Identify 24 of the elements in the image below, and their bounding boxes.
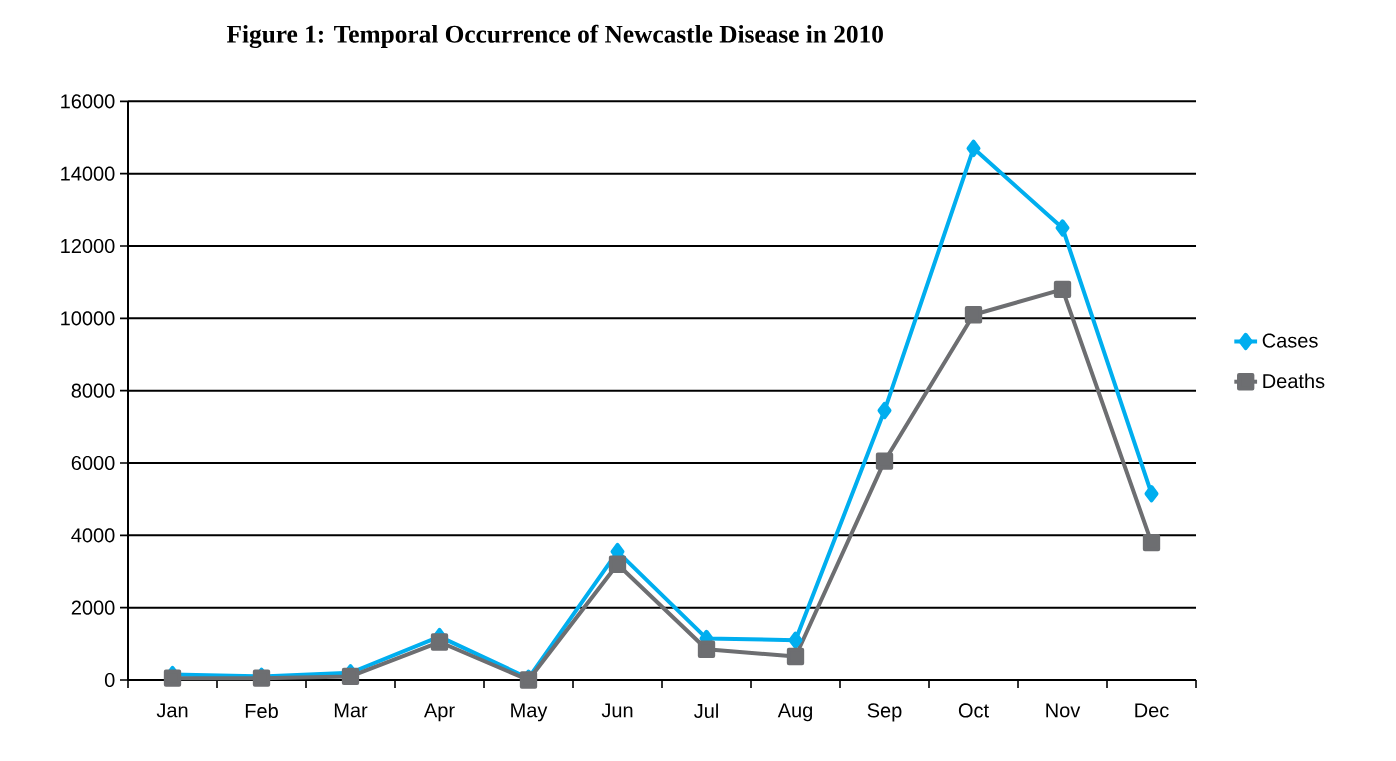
x-tick-label: Apr <box>423 703 455 722</box>
x-tick-label: May <box>511 703 548 722</box>
y-tick-label: 0 <box>104 672 115 688</box>
x-tick-label: Jul <box>694 703 718 719</box>
x-tick-label: Aug <box>777 703 812 722</box>
y-tick-label: 8000 <box>71 383 115 398</box>
y-tick-label: 6000 <box>71 455 115 471</box>
x-tick-label: Jan <box>156 703 188 718</box>
x-tick-label: Sep <box>867 703 902 722</box>
legend-label: Deaths <box>1263 373 1325 389</box>
x-tick-label: Jun <box>601 703 633 718</box>
chart-title: Figure 1: Temporal Occurrence of Newcastle Disease in 2010 <box>226 24 883 49</box>
y-tick-label: 10000 <box>61 311 115 326</box>
x-tick-label: Nov <box>1046 703 1081 718</box>
y-tick-label: 4000 <box>71 528 115 543</box>
x-tick-label: Oct <box>958 703 989 718</box>
y-tick-label: 12000 <box>61 238 115 254</box>
x-tick-label: Feb <box>245 703 278 719</box>
y-tick-label: 2000 <box>71 600 115 615</box>
x-tick-label: Dec <box>1135 703 1169 718</box>
legend-label: Cases <box>1262 333 1318 348</box>
y-tick-label: 14000 <box>61 166 115 181</box>
x-tick-label: Mar <box>334 703 368 718</box>
y-tick-label: 16000 <box>61 94 115 109</box>
